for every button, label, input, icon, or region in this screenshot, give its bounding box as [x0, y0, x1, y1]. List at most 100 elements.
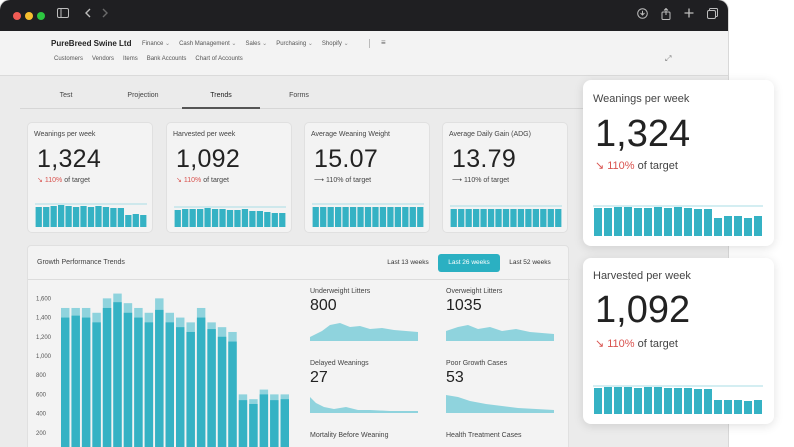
spark-bar	[256, 211, 263, 227]
subnav-vendors[interactable]: Vendors	[92, 56, 115, 62]
spark-bar	[525, 209, 532, 227]
spark-bar	[197, 209, 204, 227]
back-icon[interactable]	[84, 8, 92, 18]
spark-bar	[35, 207, 42, 227]
range-13-weeks[interactable]: Last 13 weeks	[387, 259, 429, 266]
spark-bar	[547, 209, 554, 227]
spark-bar	[417, 207, 424, 227]
tabs-icon[interactable]	[707, 8, 718, 19]
nav-sales[interactable]: Sales	[245, 40, 267, 47]
spark-bar	[624, 207, 632, 236]
forward-icon[interactable]	[101, 8, 109, 18]
kpi-card-adg[interactable]: Average Daily Gain (ADG) 13.79 ⟶ 110% of …	[442, 122, 568, 233]
spark-bar	[279, 213, 286, 227]
mini-health-treatment-cases[interactable]: Health Treatment Cases	[446, 432, 556, 439]
spark-bar	[117, 208, 124, 227]
bar-series-2	[186, 331, 195, 447]
tab-trends[interactable]: Trends	[210, 92, 232, 99]
spark-bar	[502, 209, 510, 227]
mini-overweight-litters[interactable]: Overweight Litters 1035	[446, 288, 556, 341]
float-card-harvested[interactable]: Harvested per week 1,092 ↘ 110% of target	[583, 258, 774, 424]
float-card-weanings[interactable]: Weanings per week 1,324 ↘ 110% of target	[583, 80, 774, 246]
mini-area-chart	[310, 323, 418, 341]
mini-value: 53	[446, 369, 464, 386]
spark-bar	[409, 207, 416, 227]
spark-bar	[387, 207, 394, 227]
growth-title: Growth Performance Trends	[37, 259, 125, 266]
spark-bar	[349, 207, 357, 227]
spark-bar	[684, 208, 692, 236]
nav-purchasing[interactable]: Purchasing	[276, 40, 313, 47]
sidebar-icon[interactable]	[57, 8, 69, 18]
bar-series-2	[176, 327, 185, 447]
spark-bar	[614, 387, 622, 414]
spark-bar	[744, 401, 752, 414]
spark-bar	[624, 387, 632, 414]
range-26-weeks[interactable]: Last 26 weeks	[438, 254, 500, 272]
spark-bar	[342, 207, 349, 227]
mini-area-chart	[446, 325, 554, 341]
divider	[28, 279, 570, 280]
float-sparkline	[593, 385, 763, 414]
bar-series-2	[61, 317, 70, 447]
spark-bar	[495, 209, 502, 227]
spark-bar	[402, 207, 409, 227]
bar-series-2	[155, 309, 164, 447]
nav-shopify[interactable]: Shopify	[322, 40, 349, 47]
close-window-button[interactable]	[13, 12, 21, 20]
range-52-weeks[interactable]: Last 52 weeks	[509, 259, 551, 266]
y-tick-label: 1,400	[36, 316, 52, 322]
subnav-bank-accounts[interactable]: Bank Accounts	[146, 56, 187, 62]
new-tab-icon[interactable]	[684, 8, 694, 18]
bar-series-2	[81, 317, 91, 447]
kpi-card-harvested[interactable]: Harvested per week 1,092 ↘ 110% of target	[166, 122, 292, 233]
float-pct: 110%	[607, 160, 635, 172]
bar-series-2	[228, 341, 237, 447]
kpi-suffix: of target	[345, 177, 372, 184]
subnav-items[interactable]: Items	[123, 56, 138, 62]
expand-icon[interactable]: ⤢	[665, 54, 672, 63]
company-name[interactable]: PureBreed Swine Ltd	[51, 39, 132, 48]
spark-bar	[532, 209, 539, 227]
spark-bar	[634, 208, 642, 236]
spark-bar	[335, 207, 342, 227]
maximize-window-button[interactable]	[37, 12, 45, 20]
tab-test[interactable]: Test	[59, 92, 73, 99]
spark-bar	[714, 218, 722, 236]
subnav-chart-of-accounts[interactable]: Chart of Accounts	[195, 56, 243, 62]
spark-bar	[644, 387, 652, 414]
spark-bar	[664, 208, 672, 236]
browser-window: PureBreed Swine Ltd Finance Cash Managem…	[0, 0, 728, 447]
float-value: 1,324	[595, 113, 691, 155]
bar-series-2	[196, 317, 206, 447]
kpi-suffix: of target	[483, 177, 510, 184]
spark-bar	[234, 210, 241, 227]
nav-cash-management[interactable]: Cash Management	[179, 40, 236, 47]
float-pct: 110%	[607, 338, 635, 350]
float-label: Harvested per week	[593, 270, 691, 282]
subnav-customers[interactable]: Customers	[54, 56, 84, 62]
spark-bar	[271, 213, 278, 227]
app-header: PureBreed Swine Ltd Finance Cash Managem…	[0, 31, 728, 76]
mini-value: 800	[310, 297, 337, 314]
tab-projection[interactable]: Projection	[127, 92, 159, 99]
kpi-label: Weanings per week	[34, 131, 96, 138]
kpi-card-weanings[interactable]: Weanings per week 1,324 ↘ 110% of target	[27, 122, 153, 233]
mini-mortality-before-weaning[interactable]: Mortality Before Weaning	[310, 432, 420, 439]
nav-finance[interactable]: Finance	[142, 40, 170, 47]
download-icon[interactable]	[637, 8, 648, 19]
spark-bar	[634, 388, 642, 414]
mini-underweight-litters[interactable]: Underweight Litters 800	[310, 288, 420, 341]
tab-forms[interactable]: Forms	[289, 92, 309, 99]
mini-delayed-weanings[interactable]: Delayed Weanings 27	[310, 360, 420, 413]
spark-bar	[72, 207, 80, 227]
menu-icon[interactable]: ≡	[381, 38, 386, 47]
kpi-card-weaning-weight[interactable]: Average Weaning Weight 15.07 ⟶ 110% of ta…	[304, 122, 430, 233]
mini-poor-growth-cases[interactable]: Poor Growth Cases 53	[446, 360, 556, 413]
kpi-sparkline	[35, 203, 147, 227]
minimize-window-button[interactable]	[25, 12, 33, 20]
kpi-label: Harvested per week	[173, 131, 236, 138]
spark-bar	[594, 388, 602, 414]
share-icon[interactable]	[661, 8, 671, 20]
bar-series-2	[207, 329, 216, 447]
